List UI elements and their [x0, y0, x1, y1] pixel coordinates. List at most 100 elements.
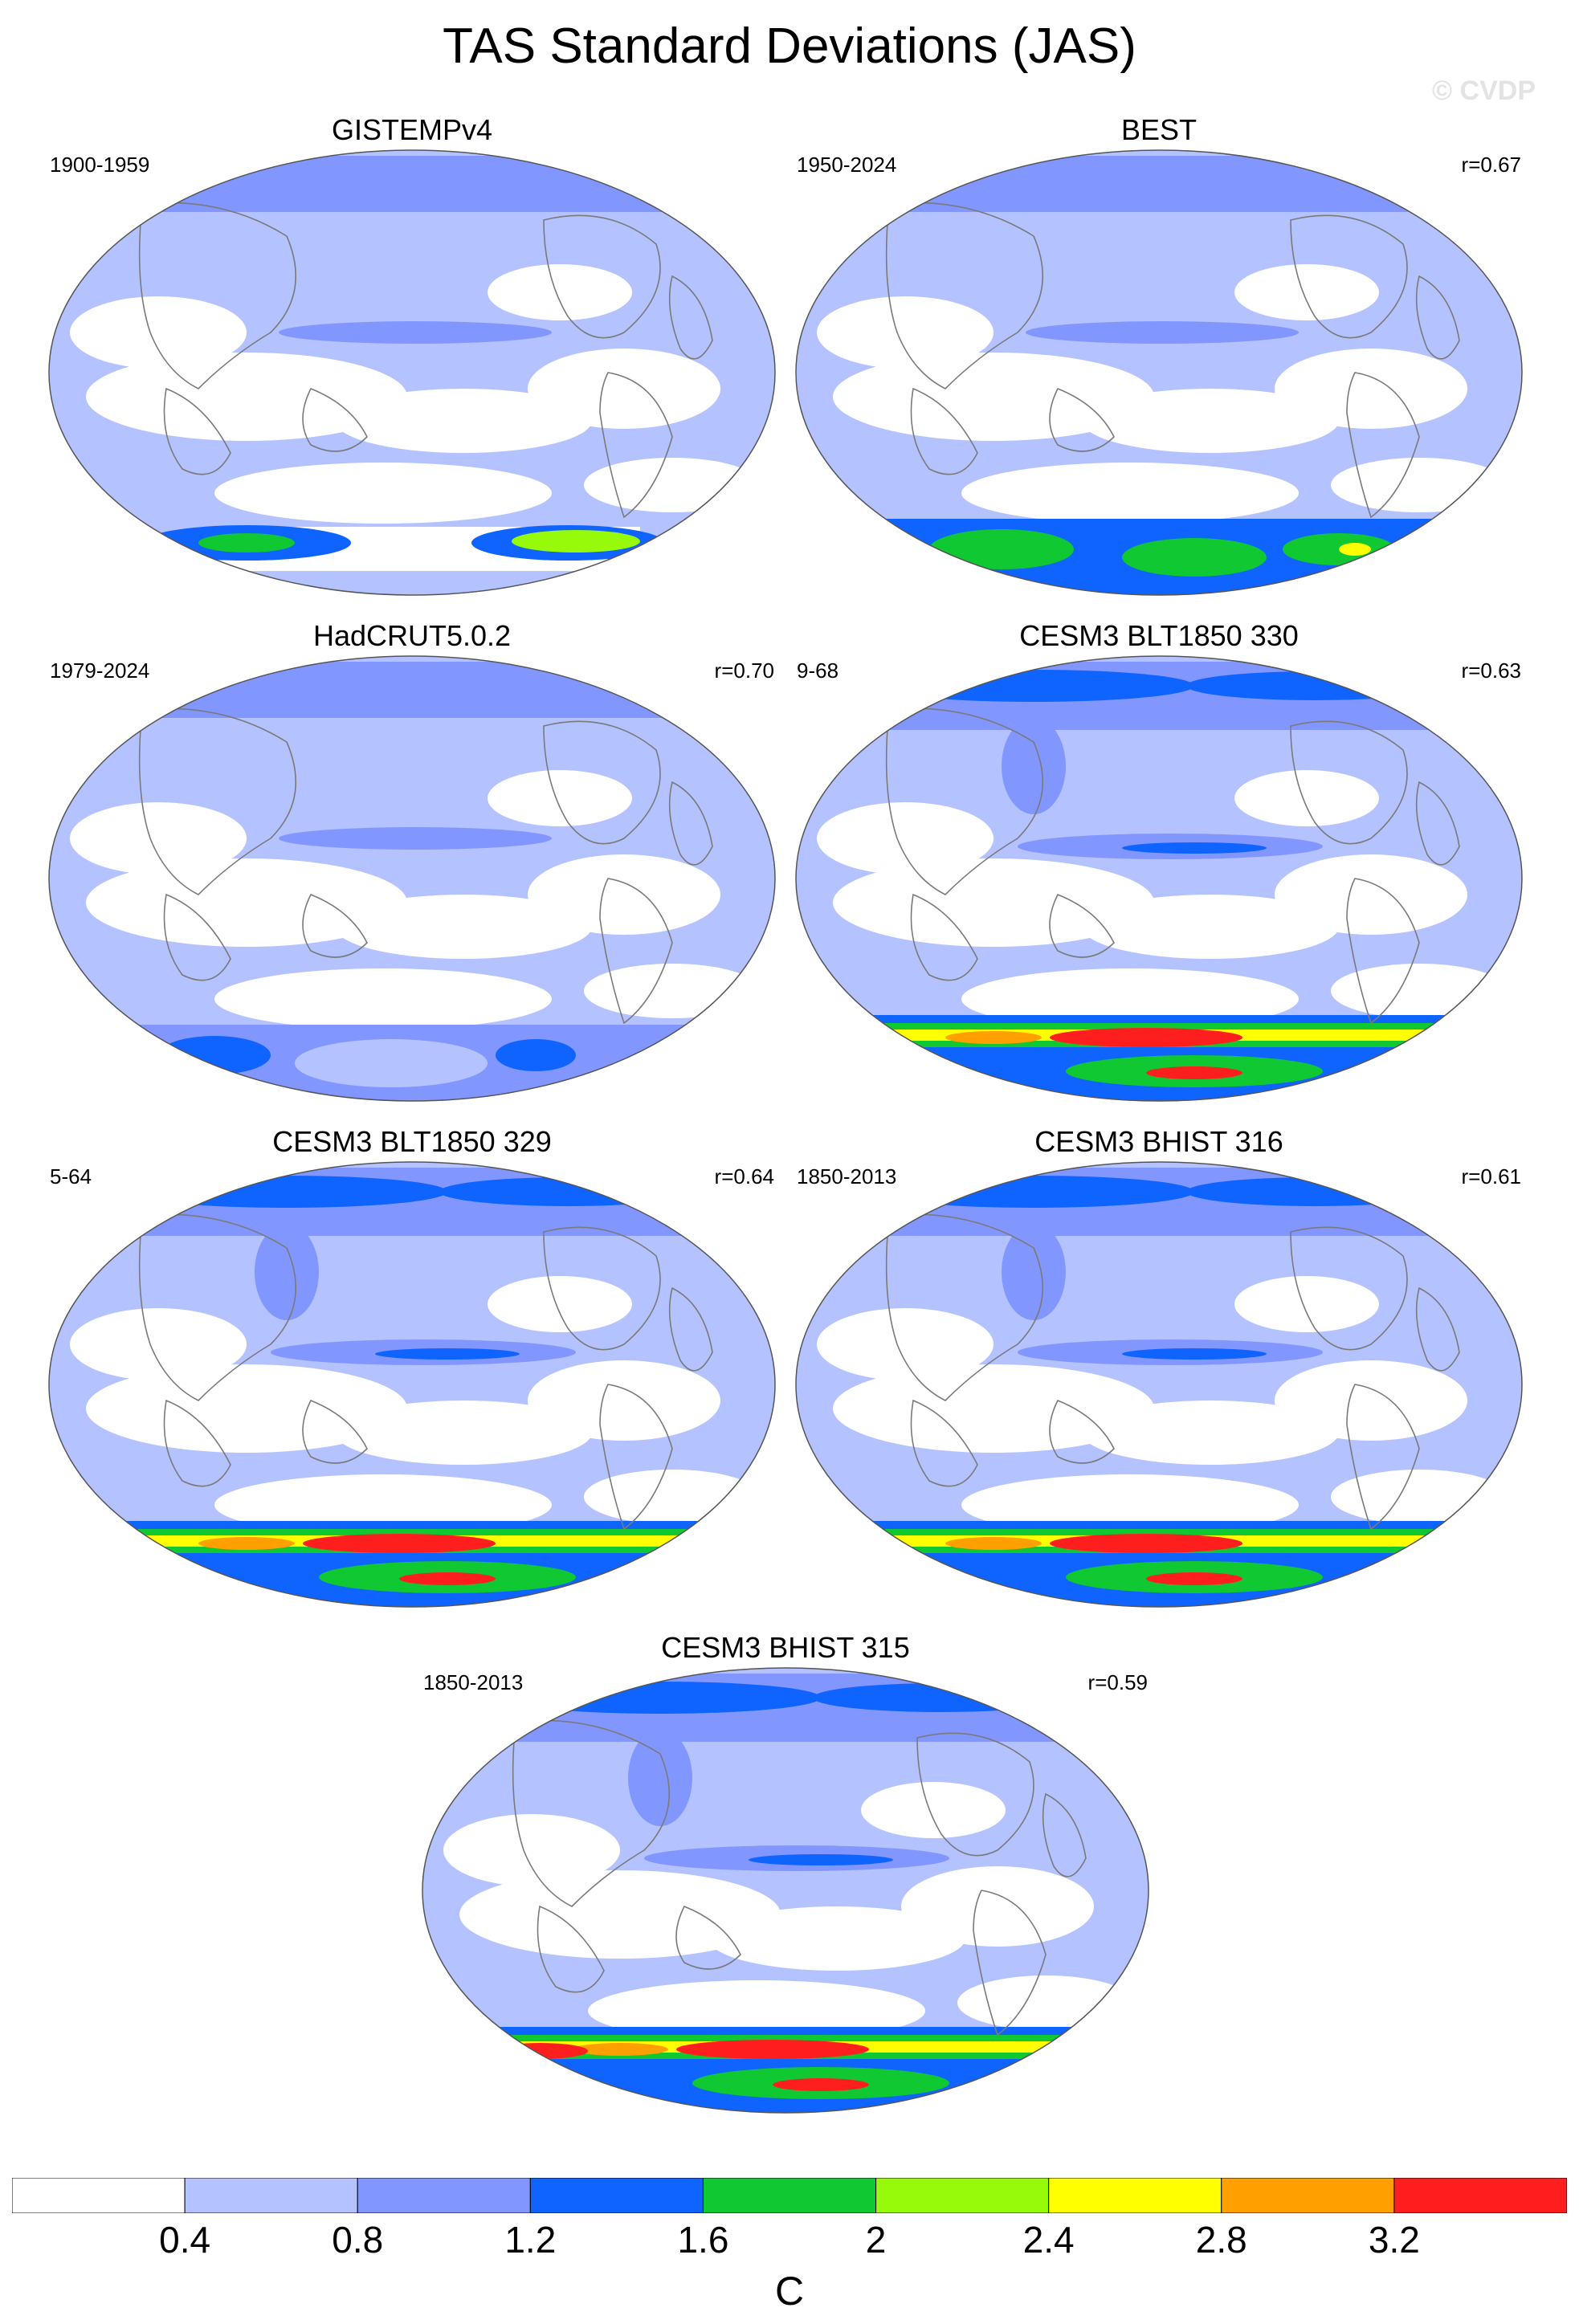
map-panel: CESM3 BLT1850 329 5-64 r=0.64	[39, 1124, 785, 1622]
low-variance-region	[528, 854, 720, 935]
map-border	[48, 149, 776, 596]
low-variance-region	[1275, 854, 1467, 935]
antarctic-interior-peak	[773, 2078, 869, 2091]
low-variance-region	[528, 1360, 720, 1441]
map-panel: GISTEMPv4 1900-1959	[39, 112, 785, 610]
low-variance-region	[528, 349, 720, 429]
low-variance-region	[335, 1401, 592, 1465]
map-border	[795, 149, 1523, 596]
map-border	[795, 655, 1523, 1102]
sea-ice-peak	[676, 2040, 869, 2059]
arctic-band	[483, 1674, 1094, 1742]
sea-ice-peak	[1050, 1028, 1242, 1047]
low-variance-region	[1234, 1276, 1379, 1332]
antarctic-low	[295, 1039, 488, 1087]
low-variance-region	[1082, 895, 1339, 959]
coastline	[910, 893, 978, 981]
low-variance-region	[488, 264, 632, 320]
coastline	[916, 1732, 1034, 1857]
colorbar-swatch	[1221, 2178, 1395, 2213]
low-variance-region	[817, 296, 994, 369]
low-variance-region	[70, 1308, 247, 1380]
arctic-high-band	[1186, 671, 1443, 700]
colorbar-swatch	[702, 2178, 877, 2213]
colorbar-tick-label: 3.2	[1368, 2219, 1420, 2261]
coastline	[910, 387, 978, 475]
coastline	[543, 1226, 661, 1351]
sea-ice-peak	[572, 2043, 668, 2056]
map-svg	[795, 655, 1523, 1102]
panel-title: CESM3 BLT1850 329	[272, 1125, 552, 1158]
coastline	[543, 720, 661, 845]
low-variance-region	[1082, 389, 1339, 453]
low-variance-region	[961, 968, 1299, 1029]
panel-title: CESM3 BHIST 316	[1034, 1125, 1283, 1158]
colorbar-swatch	[12, 2178, 186, 2213]
coastline	[302, 893, 368, 958]
coastline	[973, 1890, 1047, 2037]
coastline	[599, 1384, 673, 1531]
figure-title: TAS Standard Deviations (JAS)	[443, 18, 1136, 74]
antarctic-interior-peak	[1146, 1066, 1242, 1079]
north-pacific-region	[255, 1224, 319, 1320]
coastline	[1415, 781, 1460, 866]
map-svg	[48, 149, 776, 596]
low-variance-region	[961, 463, 1299, 524]
panel-correlation: r=0.70	[714, 658, 774, 683]
map-svg	[422, 1667, 1149, 2114]
colorbar-swatch	[1393, 2178, 1567, 2213]
panel-title: HadCRUT5.0.2	[312, 619, 512, 652]
map-border	[422, 1667, 1149, 2114]
map-field	[49, 656, 775, 1101]
colorbar-tick-label: 2	[865, 2219, 887, 2261]
coastline	[599, 878, 673, 1025]
colorbar-tick-label: 1.2	[504, 2219, 557, 2261]
low-variance-region	[588, 1980, 925, 2041]
coastline	[1042, 1792, 1087, 1878]
sea-ice-peak	[303, 1534, 496, 1553]
sea-ice-peak	[198, 1537, 295, 1550]
coastline	[1049, 893, 1115, 958]
low-variance-region	[488, 770, 632, 826]
coastline	[1346, 878, 1420, 1025]
low-variance-region	[86, 858, 407, 947]
low-variance-region	[1234, 264, 1379, 320]
map-svg	[795, 1161, 1523, 1608]
colorbar	[12, 2178, 1567, 2213]
coastline	[302, 1399, 368, 1464]
equatorial-pacific-core	[1122, 1348, 1267, 1360]
colorbar-swatch	[875, 2178, 1050, 2213]
colorbar-swatch	[529, 2178, 704, 2213]
low-variance-region	[70, 802, 247, 875]
colorbar-unit: C	[774, 2269, 805, 2314]
low-variance-region	[335, 389, 592, 453]
colorbar-swatch	[184, 2178, 358, 2213]
equatorial-pacific-core	[749, 1854, 893, 1865]
map-panel: HadCRUT5.0.2 1979-2024 r=0.70	[39, 618, 785, 1116]
coastline	[668, 781, 713, 866]
arctic-high-band	[439, 1177, 696, 1206]
equatorial-pacific-core	[1122, 842, 1267, 854]
panel-correlation: r=0.63	[1461, 658, 1521, 683]
sea-ice-peak	[492, 2043, 588, 2059]
coastline	[599, 372, 673, 519]
arctic-high-band	[873, 1176, 1194, 1208]
watermark: © CVDP	[1432, 75, 1536, 106]
arctic-band	[857, 1168, 1467, 1236]
low-variance-region	[214, 463, 552, 524]
map-field	[422, 1668, 1149, 2113]
coastline	[1290, 214, 1408, 339]
antarctic-core	[158, 1036, 271, 1074]
map-field	[49, 1162, 775, 1607]
low-variance-region	[817, 1308, 994, 1380]
panel-period: 1900-1959	[50, 153, 150, 177]
antarctic-interior-peak	[399, 1572, 496, 1585]
coastline	[138, 707, 296, 895]
arctic-band	[857, 156, 1467, 212]
panel-period: 1979-2024	[50, 658, 150, 683]
colorbar-tick-label: 2.4	[1022, 2219, 1075, 2261]
map-panel: CESM3 BHIST 315 1850-2013 r=0.59	[412, 1630, 1159, 2128]
antarctic-core	[496, 1039, 576, 1071]
panel-title: BEST	[1120, 113, 1198, 146]
low-variance-region	[459, 1870, 781, 1959]
